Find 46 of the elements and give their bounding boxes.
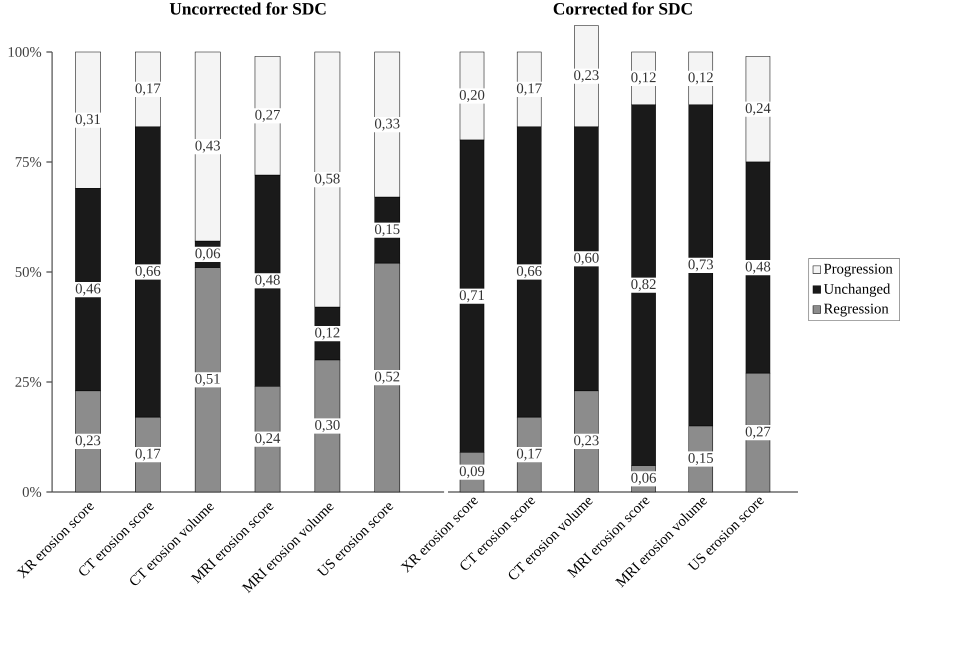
data-label: 0,24: [746, 103, 771, 116]
data-label: 0,46: [76, 284, 100, 296]
data-label: 0,17: [516, 448, 542, 461]
data-label: 0,24: [255, 433, 280, 446]
data-label: 0,23: [574, 435, 599, 448]
data-label: 0,17: [136, 448, 160, 461]
data-label: 0,27: [255, 110, 280, 122]
data-label: 0,30: [315, 420, 340, 432]
data-label: 0,17: [516, 83, 542, 96]
data-label: 0,66: [136, 266, 160, 278]
data-label: 0,73: [688, 259, 714, 272]
y-tick-label: 100%: [8, 47, 42, 57]
data-label: 0,15: [688, 453, 714, 466]
data-label: 0,82: [631, 279, 656, 292]
data-label: 0,06: [195, 248, 220, 260]
legend-label: Progression: [824, 264, 893, 277]
y-tick-label: 75%: [16, 157, 42, 167]
data-label: 0,60: [574, 252, 599, 265]
chart-title: Corrected for SDC: [554, 2, 692, 15]
data-label: 0,12: [631, 72, 656, 84]
legend-label: Unchanged: [824, 284, 890, 297]
data-label: 0,15: [374, 224, 400, 236]
data-label: 0,17: [136, 83, 160, 96]
data-label: 0,09: [460, 466, 484, 478]
chart-title: Uncorrected for SDC: [170, 2, 326, 15]
data-label: 0,31: [76, 114, 100, 126]
data-label: 0,12: [688, 72, 713, 84]
data-label: 0,06: [631, 472, 656, 485]
data-label: 0,52: [374, 372, 400, 384]
data-label: 0,23: [76, 435, 100, 448]
data-label: 0,33: [374, 118, 400, 131]
data-label: 0,43: [195, 140, 220, 153]
data-label: 0,66: [516, 266, 542, 278]
y-tick-label: 25%: [15, 377, 42, 387]
data-label: 0,23: [574, 70, 599, 82]
y-tick-label: 50%: [16, 267, 42, 277]
data-label: 0,51: [195, 374, 220, 386]
data-label: 0,20: [460, 90, 484, 102]
legend-label: Regression: [824, 304, 888, 317]
data-label: 0,58: [315, 174, 340, 186]
data-label: 0,71: [460, 290, 484, 302]
y-tick-label: 0%: [22, 487, 42, 497]
data-label: 0,48: [255, 274, 280, 287]
data-label: 0,48: [746, 262, 770, 274]
data-label: 0,27: [746, 426, 770, 439]
data-label: 0,12: [315, 328, 340, 340]
